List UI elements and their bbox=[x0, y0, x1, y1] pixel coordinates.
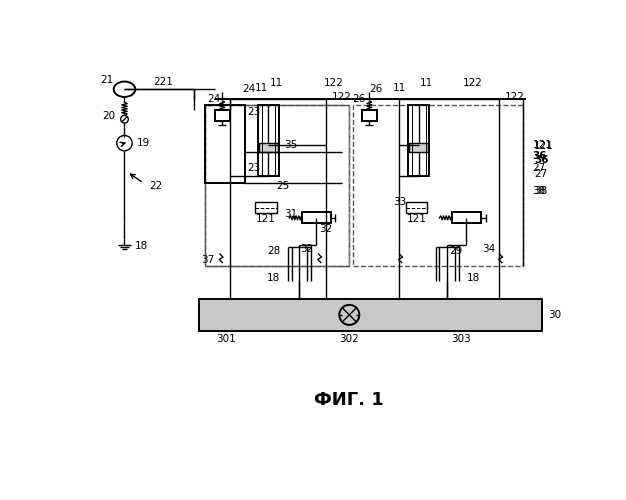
Text: 121: 121 bbox=[256, 214, 276, 224]
Bar bbox=[258, 104, 279, 176]
Text: 25: 25 bbox=[276, 182, 289, 192]
Text: 27: 27 bbox=[533, 163, 546, 173]
Text: 38: 38 bbox=[533, 186, 546, 196]
Text: 26: 26 bbox=[352, 94, 366, 104]
Text: 122: 122 bbox=[463, 78, 483, 88]
Text: 36: 36 bbox=[533, 151, 547, 161]
Text: 121: 121 bbox=[534, 141, 554, 151]
Text: 32: 32 bbox=[300, 244, 314, 254]
Text: 36: 36 bbox=[534, 155, 548, 165]
Text: 11: 11 bbox=[270, 78, 283, 88]
Bar bbox=[353, 104, 523, 266]
Text: 23: 23 bbox=[247, 163, 260, 173]
Bar bbox=[255, 202, 277, 213]
Text: 303: 303 bbox=[451, 334, 471, 344]
Text: 27: 27 bbox=[534, 169, 547, 179]
Text: 29: 29 bbox=[449, 246, 463, 256]
Text: 121: 121 bbox=[406, 214, 426, 224]
Bar bbox=[259, 142, 278, 152]
Text: 18: 18 bbox=[135, 240, 148, 250]
Text: 23: 23 bbox=[247, 108, 260, 118]
Text: 31: 31 bbox=[285, 209, 298, 219]
Text: 301: 301 bbox=[216, 334, 236, 344]
Text: 38: 38 bbox=[534, 186, 547, 196]
Text: 302: 302 bbox=[339, 334, 359, 344]
Text: 26: 26 bbox=[369, 84, 383, 94]
Text: 11: 11 bbox=[419, 78, 433, 88]
Text: ФИГ. 1: ФИГ. 1 bbox=[314, 392, 384, 409]
Bar bbox=[215, 110, 230, 121]
Bar bbox=[302, 212, 331, 223]
Bar bbox=[409, 142, 428, 152]
Text: 11: 11 bbox=[393, 82, 406, 92]
Text: 122: 122 bbox=[324, 78, 344, 88]
Text: 121: 121 bbox=[533, 140, 553, 149]
Text: 24: 24 bbox=[243, 84, 256, 94]
Text: 18: 18 bbox=[267, 272, 280, 282]
Bar bbox=[406, 202, 427, 213]
Text: 34: 34 bbox=[483, 244, 496, 254]
Text: 37: 37 bbox=[202, 255, 215, 265]
Text: 24: 24 bbox=[207, 94, 220, 104]
Bar bbox=[205, 104, 349, 266]
Text: 35: 35 bbox=[284, 140, 297, 149]
Bar bbox=[408, 104, 429, 176]
Bar bbox=[362, 110, 377, 121]
Text: 33: 33 bbox=[393, 198, 406, 207]
Text: 30: 30 bbox=[548, 310, 561, 320]
Text: 19: 19 bbox=[137, 138, 150, 148]
Text: 20: 20 bbox=[102, 111, 115, 121]
Text: 28: 28 bbox=[267, 246, 280, 256]
Text: 22: 22 bbox=[149, 180, 162, 190]
Text: 18: 18 bbox=[466, 272, 480, 282]
Text: 122: 122 bbox=[505, 92, 525, 102]
Text: 21: 21 bbox=[100, 75, 114, 85]
Bar bbox=[205, 104, 349, 266]
Text: 32: 32 bbox=[319, 224, 332, 234]
Bar bbox=[452, 212, 481, 223]
Text: 11: 11 bbox=[255, 82, 268, 92]
Bar bbox=[205, 104, 245, 183]
Bar bbox=[199, 298, 542, 331]
Text: 122: 122 bbox=[332, 92, 352, 102]
Text: 221: 221 bbox=[153, 78, 173, 88]
